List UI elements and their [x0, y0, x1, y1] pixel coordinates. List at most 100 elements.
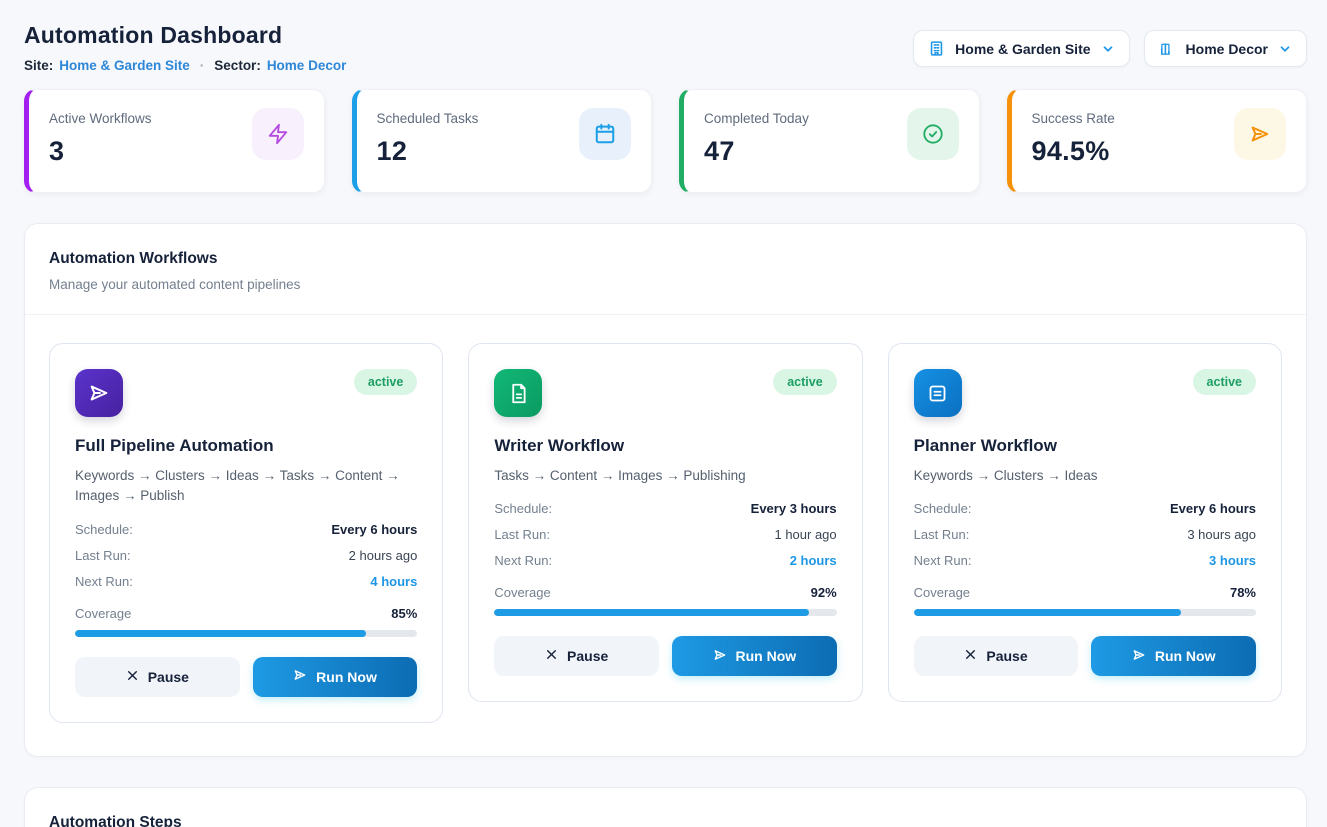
next-run-row: Next Run: 2 hours — [494, 553, 836, 568]
coverage-row: Coverage 78% — [914, 585, 1256, 600]
workflow-card-full-pipeline: active Full Pipeline Automation Keywords… — [49, 343, 444, 723]
automation-steps-section: Automation Steps Configure which steps a… — [24, 786, 1307, 827]
last-run-label: Last Run: — [913, 527, 970, 543]
coverage-progress-bar — [494, 609, 837, 617]
stat-value: 12 — [376, 136, 408, 166]
last-run-row: Last Run: 1 hour ago — [494, 527, 836, 542]
workflow-card-writer: active Writer Workflow Tasks → Content →… — [468, 343, 863, 703]
workflow-actions: Pause Run Now — [913, 636, 1256, 677]
last-run-value: 3 hours ago — [1187, 527, 1256, 543]
next-run-row: Next Run: 4 hours — [75, 574, 417, 589]
steps-section-title: Automation Steps — [49, 813, 182, 827]
stat-text: Success Rate 94.5% — [1032, 108, 1115, 167]
run-now-button-label: Run Now — [316, 668, 377, 685]
send-icon — [1234, 108, 1286, 160]
workflow-card-planner: active Planner Workflow Keywords → Clust… — [887, 343, 1282, 703]
workflow-title: Planner Workflow — [913, 436, 1057, 455]
send-icon — [293, 668, 307, 685]
status-badge: active — [353, 369, 418, 395]
coverage-progress-fill — [75, 629, 366, 637]
send-icon — [75, 369, 123, 417]
coverage-progress-fill — [913, 609, 1181, 617]
run-now-button[interactable]: Run Now — [1091, 636, 1256, 677]
site-label: Site: — [24, 58, 54, 73]
coverage-value: 78% — [1229, 585, 1256, 601]
schedule-label: Schedule: — [75, 521, 133, 537]
stat-text: Completed Today 47 — [704, 108, 809, 167]
workflow-title: Writer Workflow — [494, 436, 625, 455]
next-run-label: Next Run: — [494, 553, 553, 569]
last-run-value: 1 hour ago — [774, 527, 837, 543]
workflow-card-top: active — [494, 369, 837, 417]
sector-link[interactable]: Home Decor — [266, 58, 347, 73]
close-icon — [545, 648, 558, 664]
steps-section-header: Automation Steps Configure which steps a… — [25, 788, 1306, 827]
stat-value: 3 — [49, 136, 65, 166]
stat-value: 47 — [704, 136, 735, 166]
close-icon — [964, 648, 977, 664]
send-icon — [713, 648, 727, 665]
pause-button[interactable]: Pause — [494, 636, 659, 677]
file-text-icon — [494, 369, 543, 417]
site-selector-dropdown[interactable]: Home & Garden Site — [913, 30, 1130, 67]
status-badge: active — [773, 369, 837, 395]
chevron-down-icon — [1278, 42, 1292, 56]
last-run-value: 2 hours ago — [348, 547, 418, 563]
schedule-label: Schedule: — [913, 501, 972, 517]
sector-selector-dropdown[interactable]: Home Decor — [1143, 30, 1307, 67]
workflow-details: Schedule: Every 6 hours Last Run: 2 hour… — [75, 522, 417, 589]
pause-button-label: Pause — [147, 668, 189, 685]
coverage-row: Coverage 85% — [75, 606, 417, 621]
breadcrumb: Site: Home & Garden Site · Sector: Home … — [24, 58, 346, 73]
schedule-value: Every 3 hours — [750, 501, 837, 517]
run-now-button[interactable]: Run Now — [252, 656, 418, 697]
coverage-row: Coverage 92% — [494, 585, 836, 600]
workflows-section-title: Automation Workflows — [49, 250, 218, 267]
stat-card-success-rate: Success Rate 94.5% — [1006, 89, 1307, 193]
check-circle-icon — [906, 108, 959, 160]
last-run-row: Last Run: 3 hours ago — [914, 527, 1256, 542]
close-icon — [126, 669, 139, 685]
coverage-progress-bar — [75, 629, 418, 637]
schedule-label: Schedule: — [494, 501, 553, 517]
schedule-row: Schedule: Every 6 hours — [914, 501, 1256, 516]
workflow-cards-grid: active Full Pipeline Automation Keywords… — [25, 315, 1306, 756]
page-header: Automation Dashboard Site: Home & Garden… — [24, 22, 1307, 73]
stat-label: Scheduled Tasks — [376, 111, 479, 126]
building-icon — [928, 40, 945, 57]
next-run-value: 4 hours — [370, 573, 418, 589]
workflows-section-header: Automation Workflows Manage your automat… — [25, 224, 1306, 315]
coverage-value: 85% — [391, 605, 418, 621]
workflow-actions: Pause Run Now — [494, 636, 837, 677]
coverage-progress-bar — [913, 609, 1256, 617]
next-run-label: Next Run: — [913, 553, 972, 569]
pause-button-label: Pause — [986, 648, 1028, 665]
next-run-value: 3 hours — [1209, 553, 1256, 569]
separator-dot: · — [199, 58, 205, 73]
automation-workflows-section: Automation Workflows Manage your automat… — [24, 223, 1307, 757]
bar-chart-icon — [1159, 40, 1176, 57]
sector-selector-label: Home Decor — [1185, 40, 1268, 57]
pause-button[interactable]: Pause — [913, 636, 1079, 677]
stat-label: Completed Today — [704, 111, 809, 126]
next-run-label: Next Run: — [75, 573, 133, 589]
lightning-icon — [251, 108, 304, 160]
coverage-progress-fill — [494, 609, 810, 617]
next-run-value: 2 hours — [789, 553, 837, 569]
coverage-label: Coverage — [913, 585, 971, 601]
last-run-row: Last Run: 2 hours ago — [75, 548, 417, 563]
stat-text: Scheduled Tasks 12 — [377, 108, 479, 167]
sector-label: Sector: — [214, 58, 261, 73]
schedule-value: Every 6 hours — [1170, 501, 1256, 517]
pause-button[interactable]: Pause — [75, 656, 240, 697]
schedule-row: Schedule: Every 6 hours — [75, 522, 417, 537]
site-link[interactable]: Home & Garden Site — [59, 58, 190, 73]
stat-label: Success Rate — [1031, 111, 1115, 126]
header-left: Automation Dashboard Site: Home & Garden… — [24, 22, 346, 73]
workflow-details: Schedule: Every 3 hours Last Run: 1 hour… — [494, 501, 836, 568]
stat-text: Active Workflows 3 — [49, 108, 152, 167]
stat-label: Active Workflows — [49, 111, 152, 126]
list-box-icon — [913, 369, 962, 417]
run-now-button[interactable]: Run Now — [672, 636, 837, 677]
